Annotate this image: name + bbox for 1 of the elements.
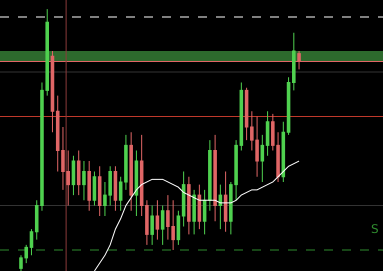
text: S — [371, 222, 379, 236]
